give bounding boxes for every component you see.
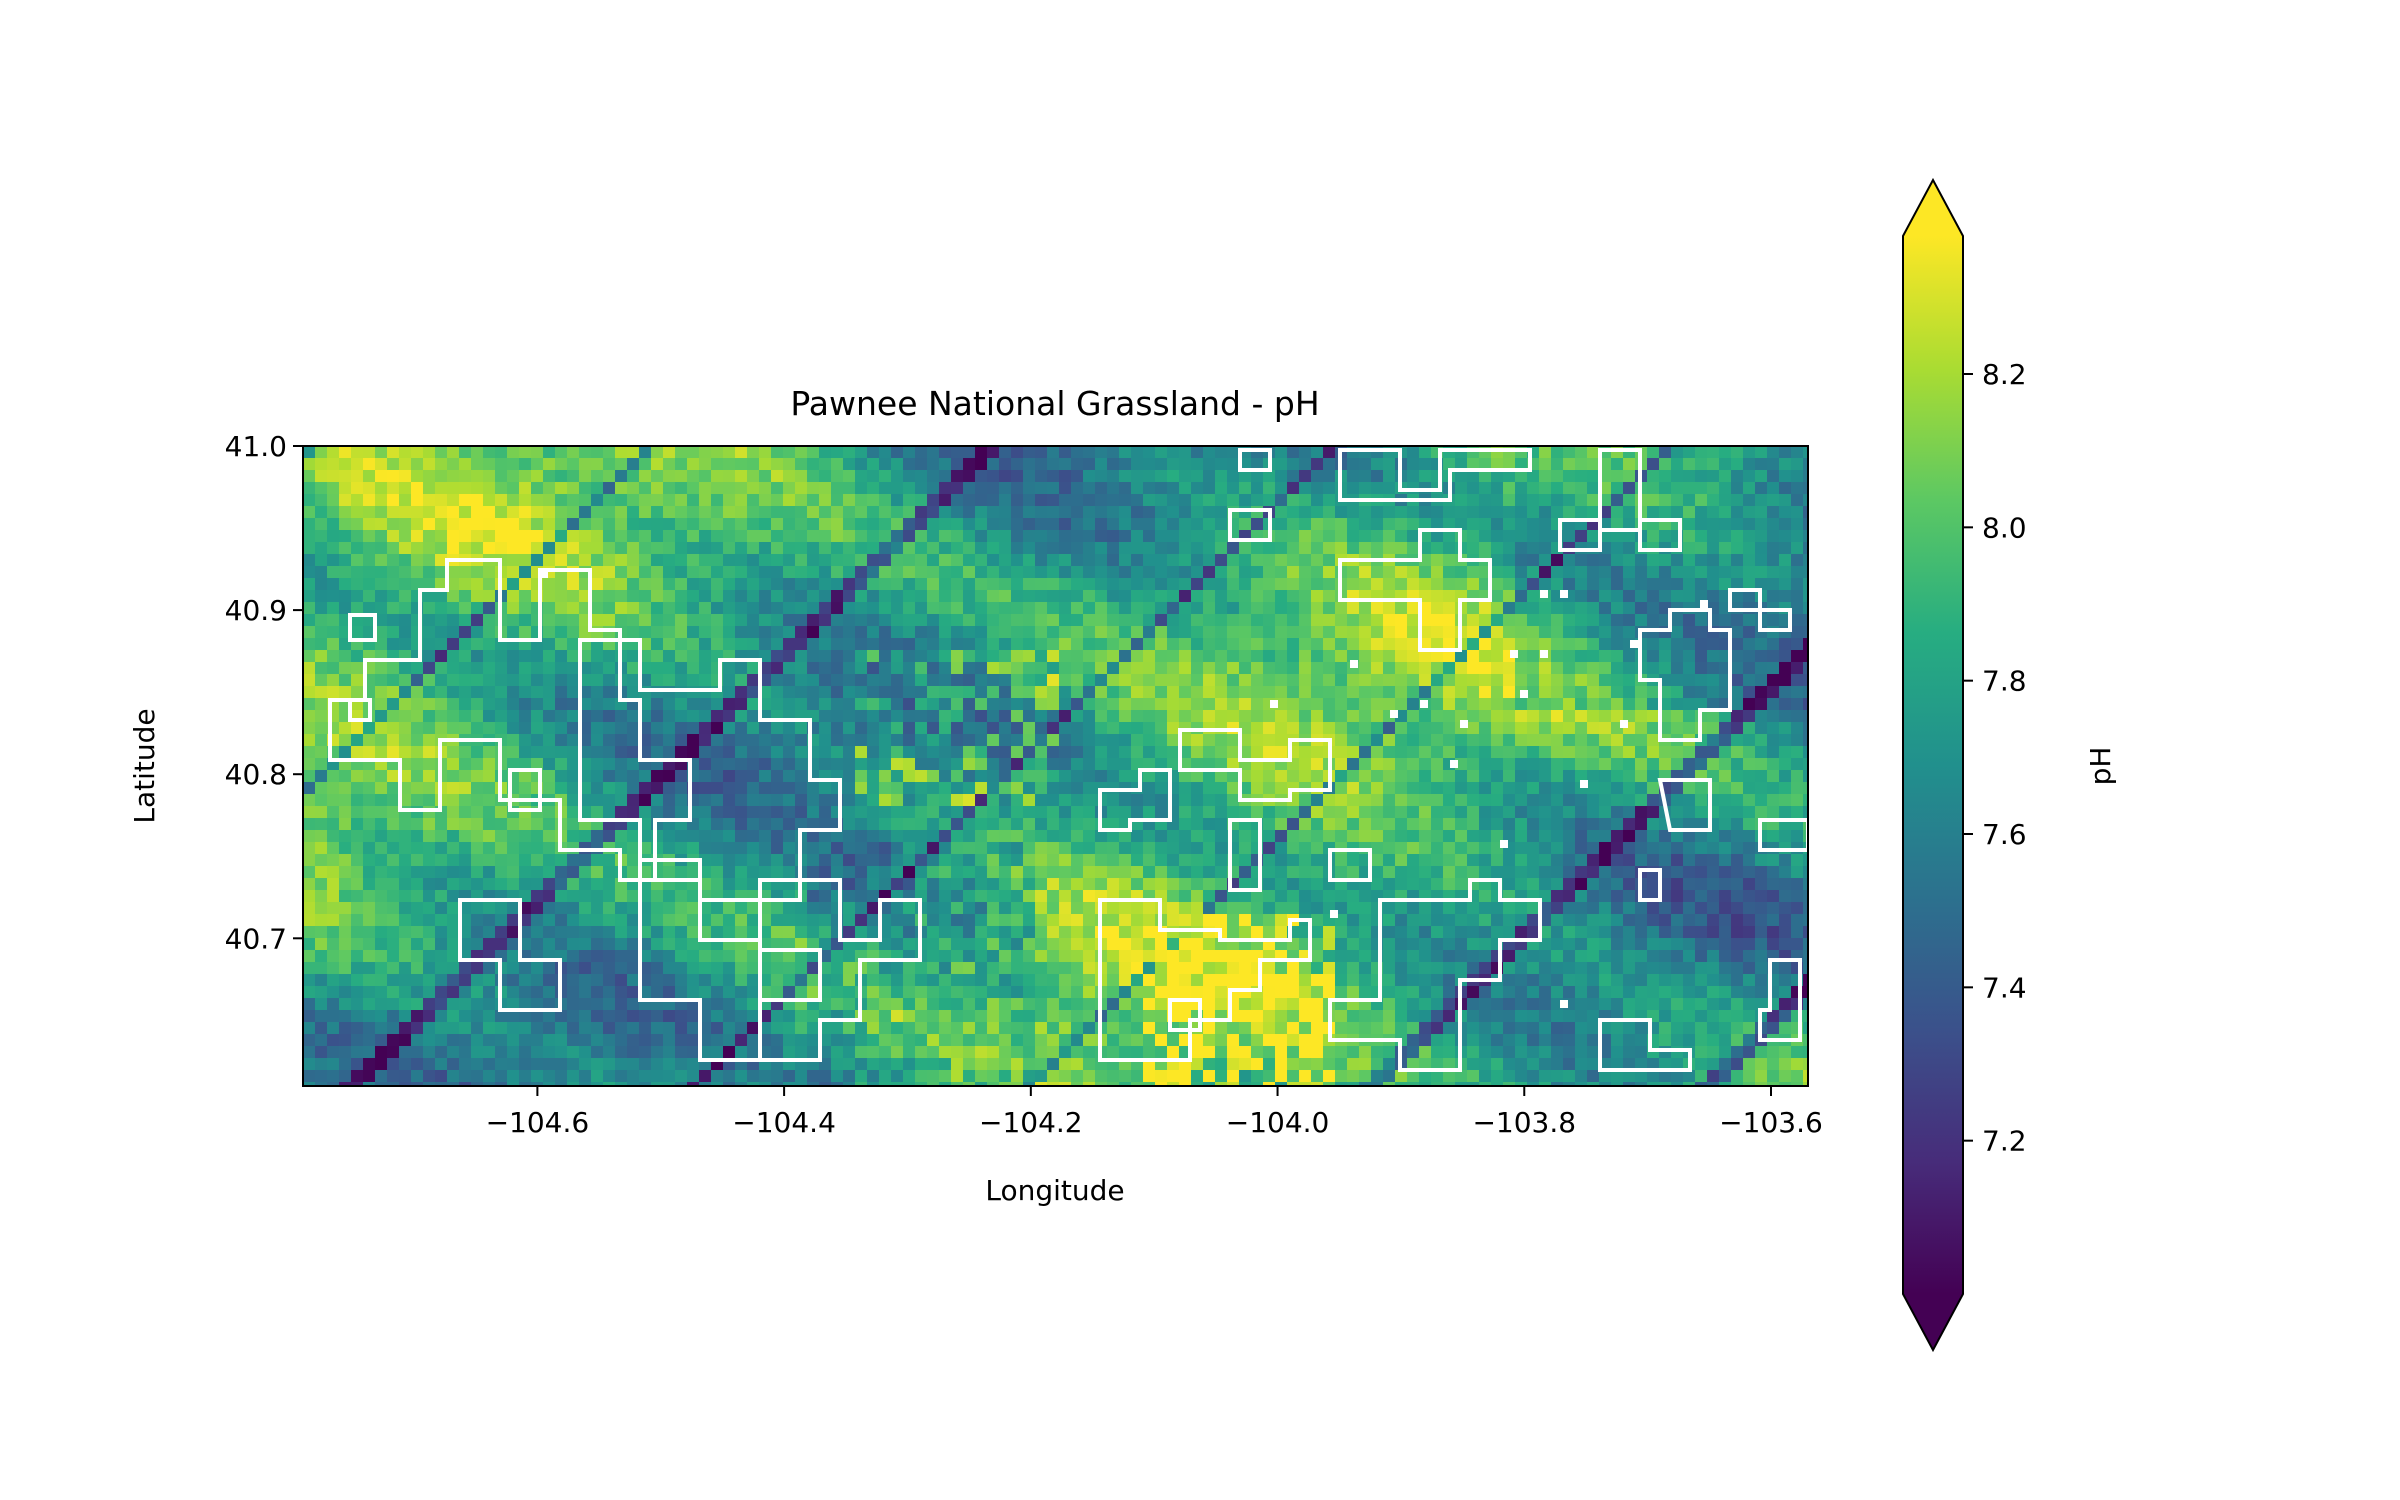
boundary-outline	[348, 698, 372, 722]
boundary-outline	[1098, 768, 1172, 832]
boundary-parcel	[1560, 590, 1568, 598]
boundary-parcel	[1560, 1000, 1568, 1008]
boundary-outline	[1758, 958, 1802, 1042]
colorbar-tick-label: 8.2	[1982, 358, 2027, 391]
boundary-parcel	[1270, 700, 1278, 708]
boundary-outline	[458, 898, 562, 1012]
boundary-parcel	[1510, 650, 1518, 658]
y-tick-label: 40.9	[225, 594, 287, 627]
boundary-outline	[1338, 528, 1492, 652]
colorbar-ticks: 7.2 7.4 7.6 7.8 8.0 8.2	[1963, 358, 2027, 1158]
x-tick-label: −103.8	[1472, 1106, 1576, 1139]
boundary-outline	[1228, 508, 1272, 542]
boundary-parcel	[1330, 910, 1338, 918]
x-tick-label: −104.2	[979, 1106, 1083, 1139]
y-tick-label: 40.7	[225, 922, 287, 955]
x-tick-label: −104.6	[486, 1106, 590, 1139]
x-tick-label: −104.0	[1226, 1106, 1330, 1139]
boundary-outline	[638, 858, 822, 1062]
boundary-outline	[1328, 848, 1372, 882]
boundary-outline	[1638, 868, 1662, 902]
x-axis-ticks: −104.6 −104.4 −104.2 −104.0 −103.8 −103.6	[486, 1086, 1823, 1139]
boundary-outline	[1728, 588, 1792, 632]
boundary-parcel	[1520, 690, 1528, 698]
colorbar-tick-label: 7.8	[1982, 665, 2027, 698]
boundary-parcel	[1350, 660, 1358, 668]
y-tick-label: 41.0	[225, 430, 287, 463]
ph-raster	[303, 446, 1808, 1086]
x-axis-label: Longitude	[985, 1174, 1124, 1207]
colorbar-outline	[1902, 177, 1964, 1353]
y-axis-label: Latitude	[128, 708, 161, 823]
boundary-outline	[348, 613, 377, 642]
boundary-parcel	[1630, 640, 1638, 648]
boundary-outline	[1228, 818, 1262, 892]
boundary-parcel	[1450, 760, 1458, 768]
colorbar-label: pH	[2084, 747, 2117, 786]
colorbar-body	[1903, 236, 1963, 1294]
colorbar-extend-max	[1903, 180, 1963, 236]
x-tick-label: −104.4	[732, 1106, 836, 1139]
boundary-outline	[758, 878, 922, 1062]
boundary-outline	[1638, 608, 1732, 742]
boundary-outline	[1598, 1018, 1692, 1072]
boundary-outline	[1758, 818, 1808, 852]
boundary-outline	[1638, 518, 1682, 552]
boundary-outline	[1558, 518, 1602, 552]
colorbar-tick-label: 7.4	[1982, 971, 2027, 1004]
y-tick-label: 40.8	[225, 758, 287, 791]
grassland-boundary-outlines	[328, 448, 1808, 1072]
colorbar-tick-label: 8.0	[1982, 511, 2027, 544]
boundary-parcel	[1540, 590, 1548, 598]
chart-title: Pawnee National Grassland - pH	[790, 384, 1319, 423]
boundary-parcel	[1500, 840, 1508, 848]
boundary-parcel	[1620, 720, 1628, 728]
boundary-outline	[1178, 728, 1332, 802]
boundary-parcel	[1390, 710, 1398, 718]
boundary-outline	[1098, 898, 1312, 1062]
boundary-outline	[508, 768, 542, 812]
colorbar-tick-label: 7.2	[1982, 1125, 2027, 1158]
boundary-parcel	[540, 570, 548, 578]
boundary-parcel	[1580, 780, 1588, 788]
boundary-parcel	[1540, 650, 1548, 658]
boundary-parcel	[1700, 600, 1708, 608]
colorbar-tick-label: 7.6	[1982, 818, 2027, 851]
boundary-outline	[1338, 448, 1532, 502]
x-tick-label: −103.6	[1719, 1106, 1823, 1139]
colorbar: 7.2 7.4 7.6 7.8 8.0 8.2 pH	[1902, 177, 2117, 1353]
boundary-outline	[328, 558, 692, 882]
boundary-outline	[1168, 998, 1202, 1032]
y-axis-ticks: 40.7 40.8 40.9 41.0	[225, 430, 303, 955]
boundary-parcel	[1420, 700, 1428, 708]
boundary-outline	[1238, 448, 1272, 472]
colorbar-extend-min	[1903, 1294, 1963, 1350]
plot-frame	[302, 445, 1809, 1087]
boundary-parcel	[1460, 720, 1468, 728]
boundary-outline	[1657, 778, 1712, 832]
boundary-outline	[578, 638, 842, 942]
boundary-outline	[1328, 878, 1542, 1072]
